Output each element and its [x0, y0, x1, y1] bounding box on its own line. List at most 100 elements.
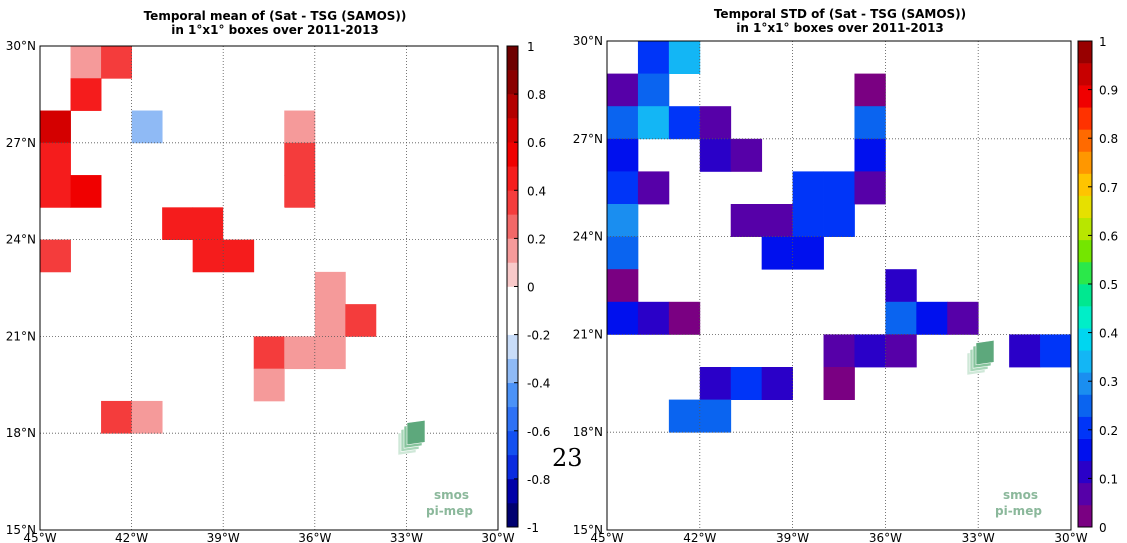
x-tick-label: 45°W	[590, 531, 623, 543]
logo-text-smos: smos	[1003, 488, 1038, 502]
colorbar-tick-label: -0.6	[527, 425, 550, 439]
x-tick-label: 42°W	[115, 531, 148, 543]
colorbar-segment	[1078, 394, 1092, 417]
colorbar-segment	[507, 70, 518, 95]
right-chart-title: Temporal STD of (Sat - TSG (SAMOS)) in 1…	[605, 7, 1075, 35]
heatmap-cell	[70, 46, 102, 79]
heatmap-cell	[284, 336, 316, 370]
heatmap-cell	[823, 334, 855, 368]
colorbar-tick-label: 0.4	[1099, 327, 1118, 341]
heatmap-cell	[284, 110, 316, 144]
left-heatmap: 45°W 42°W 39°W 36°W 33°W 30°W 15°N 18°N 21°N 24°N…	[6, 39, 515, 543]
colorbar-segment	[1078, 438, 1092, 462]
logo-text-pimep: pi-mep	[995, 504, 1042, 518]
heatmap-cell	[607, 204, 639, 237]
heatmap-cell	[1009, 334, 1041, 368]
x-tick-label: 30°W	[1054, 531, 1087, 543]
x-tick-label: 30°W	[481, 531, 514, 543]
colorbar-segment	[1078, 63, 1092, 86]
left-title-line1: Temporal mean of (Sat - TSG (SAMOS))	[143, 9, 407, 23]
colorbar-tick-label: 0.3	[1099, 375, 1118, 389]
heatmap-cell	[131, 110, 163, 144]
heatmap-cell	[607, 171, 639, 205]
colorbar-segment	[507, 334, 518, 359]
heatmap-cell	[699, 106, 732, 140]
heatmap-cell	[192, 207, 224, 240]
heatmap-cell	[101, 46, 132, 79]
heatmap-cell	[854, 73, 886, 107]
heatmap-cell	[284, 175, 316, 208]
logo-tile	[406, 419, 426, 446]
x-tick-label: 33°W	[962, 531, 995, 543]
heatmap-cell	[730, 204, 763, 237]
heatmap-cell	[854, 171, 886, 205]
colorbar-tick-label: 0.8	[527, 88, 546, 102]
heatmap-cell	[637, 73, 670, 107]
logo-tile	[975, 339, 995, 366]
colorbar-segment	[507, 190, 518, 215]
heatmap-cell	[40, 110, 71, 144]
colorbar-tick-label: -1	[527, 521, 539, 535]
colorbar-segment	[1078, 239, 1092, 263]
colorbar-tick-label: 1	[527, 40, 535, 54]
heatmap-cell	[40, 239, 71, 273]
colorbar-tick-label: 0.8	[1099, 132, 1118, 146]
heatmap-cell	[730, 367, 763, 400]
heatmap-cell	[284, 142, 316, 176]
x-tick-label: 39°W	[776, 531, 809, 543]
colorbar-segment	[507, 118, 518, 143]
colorbar-segment	[507, 502, 518, 528]
heatmap-cell	[885, 334, 917, 368]
x-tick-label: 42°W	[683, 531, 716, 543]
colorbar-tick-label: 0.7	[1099, 181, 1118, 195]
heatmap-cell	[637, 301, 670, 335]
heatmap-cell	[792, 171, 824, 205]
heatmap-cell	[668, 41, 701, 74]
y-tick-label: 15°N	[6, 523, 36, 537]
heatmap-cell	[823, 367, 855, 400]
heatmap-cell	[314, 304, 346, 337]
right-colorbar: 1 0.9 0.8 0.7 0.6 0.5 0.4 0.3 0.2 0.1 0	[1077, 35, 1118, 535]
colorbar-tick-label: -0.8	[527, 473, 550, 487]
heatmap-cell	[70, 78, 102, 111]
y-tick-label: 27°N	[573, 132, 603, 146]
heatmap-cell	[854, 138, 886, 172]
heatmap-cell	[607, 73, 639, 107]
colorbar-segment	[1078, 482, 1092, 506]
y-tick-label: 15°N	[573, 523, 603, 537]
heatmap-cell	[668, 399, 701, 433]
heatmap-cell	[223, 239, 255, 273]
plot-frame	[39, 45, 499, 531]
heatmap-cell	[314, 336, 346, 370]
colorbar-segment	[507, 238, 518, 263]
y-tick-label: 24°N	[573, 230, 603, 244]
x-tick-label: 33°W	[390, 531, 423, 543]
right-heatmap: 45°W 42°W 39°W 36°W 33°W 30°W 15°N 18°N 21°N 24°N…	[573, 34, 1088, 543]
colorbar-segment	[1078, 107, 1092, 130]
colorbar-segment	[1078, 350, 1092, 373]
heatmap-cell	[314, 271, 346, 305]
colorbar-segment	[1078, 328, 1092, 351]
heatmap-cell	[668, 106, 701, 140]
heatmap-cell	[70, 175, 102, 208]
y-tick-label: 30°N	[6, 39, 36, 53]
colorbar-segment	[507, 142, 518, 167]
x-tick-label: 36°W	[869, 531, 902, 543]
heatmap-cell	[637, 106, 670, 140]
logo-text-smos: smos	[434, 488, 469, 502]
colorbar-segment	[1078, 416, 1092, 439]
heatmap-cell	[637, 41, 670, 74]
colorbar-segment	[1078, 173, 1092, 196]
heatmap-cell	[1040, 334, 1072, 368]
heatmap-cell	[162, 207, 194, 240]
heatmap-cell	[854, 106, 886, 140]
y-tick-label: 21°N	[573, 327, 603, 341]
plot-frame	[606, 40, 1072, 531]
x-tick-label: 45°W	[23, 531, 56, 543]
heatmap-cell	[40, 175, 71, 208]
colorbar-tick-label: 0	[527, 281, 535, 295]
heatmap-cell	[730, 138, 763, 172]
heatmap-cell	[253, 207, 285, 240]
colorbar-segment	[507, 94, 518, 119]
colorbar-tick-label: 0.5	[1099, 278, 1118, 292]
